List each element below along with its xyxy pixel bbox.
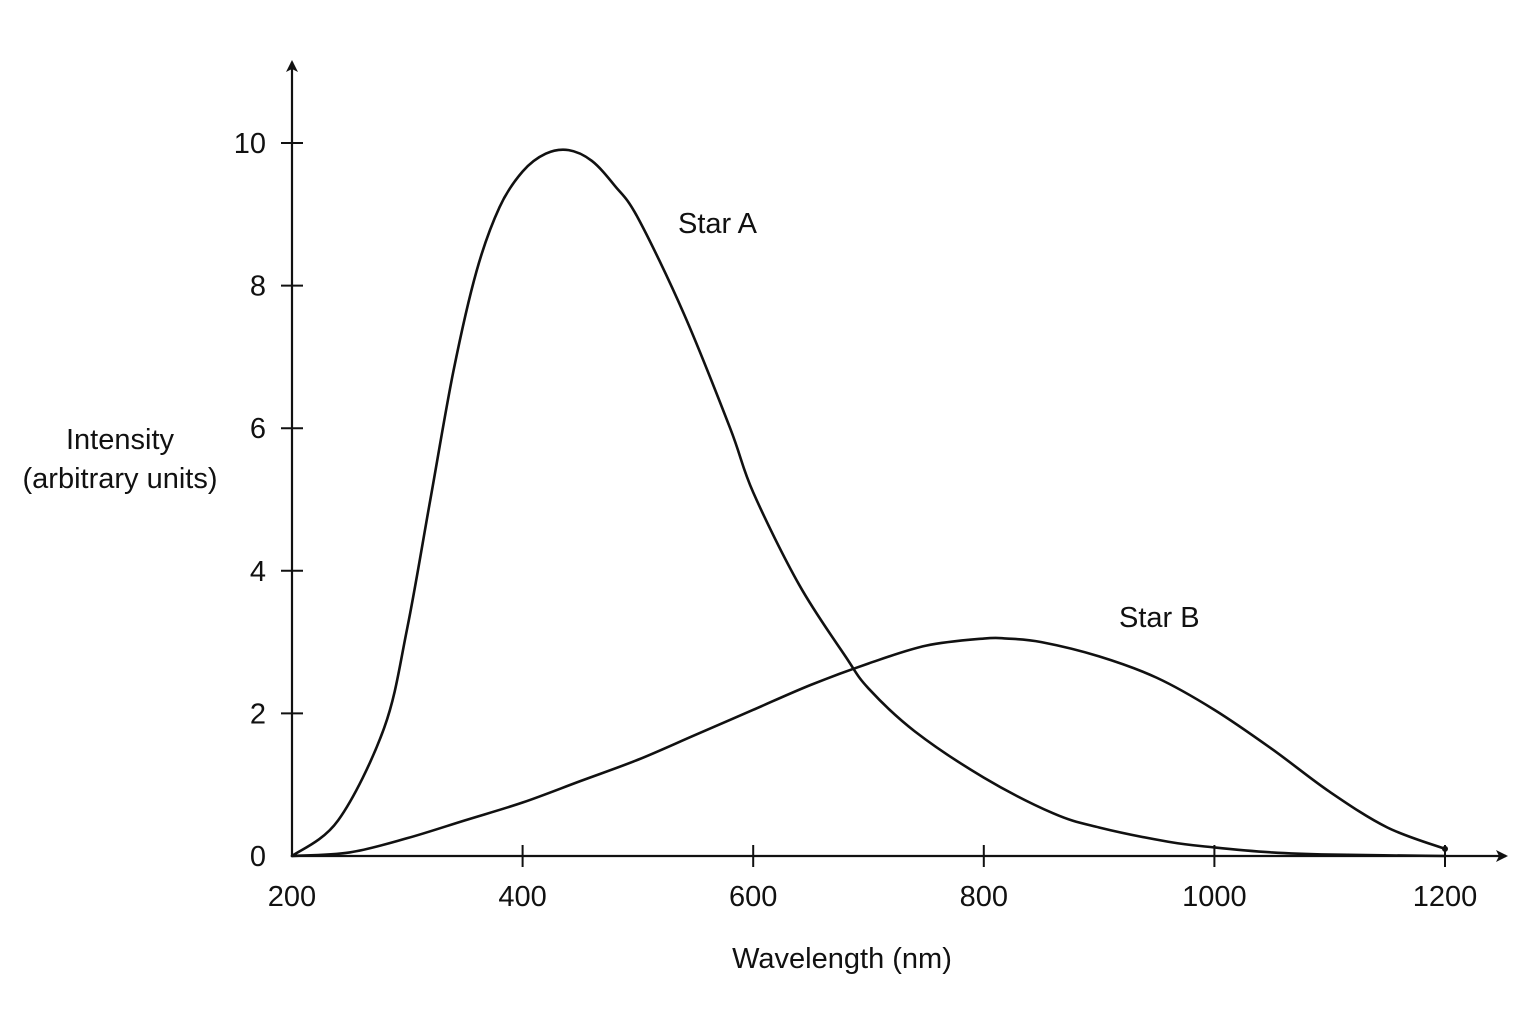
x-tick-label: 200	[268, 881, 316, 913]
y-tick-label: 8	[250, 271, 266, 303]
star-b-curve	[290, 636, 1447, 858]
x-tick-label: 1200	[1413, 881, 1478, 913]
x-tick-label: 400	[498, 881, 546, 913]
y-axis-title-line2: (arbitrary units)	[23, 463, 218, 495]
x-axis-ticks: 200 400 600 800 1000 1200	[268, 845, 1477, 913]
star-b-end-point	[1442, 845, 1448, 852]
y-tick-label: 10	[234, 128, 266, 160]
y-axis-title-line1: Intensity	[66, 424, 174, 456]
x-axis-title: Wavelength (nm)	[732, 943, 952, 975]
star-a-label: Star A	[678, 208, 758, 240]
x-tick-label: 1000	[1182, 881, 1247, 913]
y-tick-label: 6	[250, 413, 266, 445]
y-tick-label: 0	[250, 841, 266, 873]
star-a-curve	[290, 148, 1447, 858]
star-b-label: Star B	[1119, 602, 1200, 634]
x-tick-label: 800	[960, 881, 1008, 913]
x-tick-label: 600	[729, 881, 777, 913]
y-tick-label: 4	[250, 556, 266, 588]
y-axis-ticks: 0 2 4 6 8 10	[234, 128, 303, 873]
y-tick-label: 2	[250, 698, 266, 730]
series-layer	[290, 148, 1448, 858]
